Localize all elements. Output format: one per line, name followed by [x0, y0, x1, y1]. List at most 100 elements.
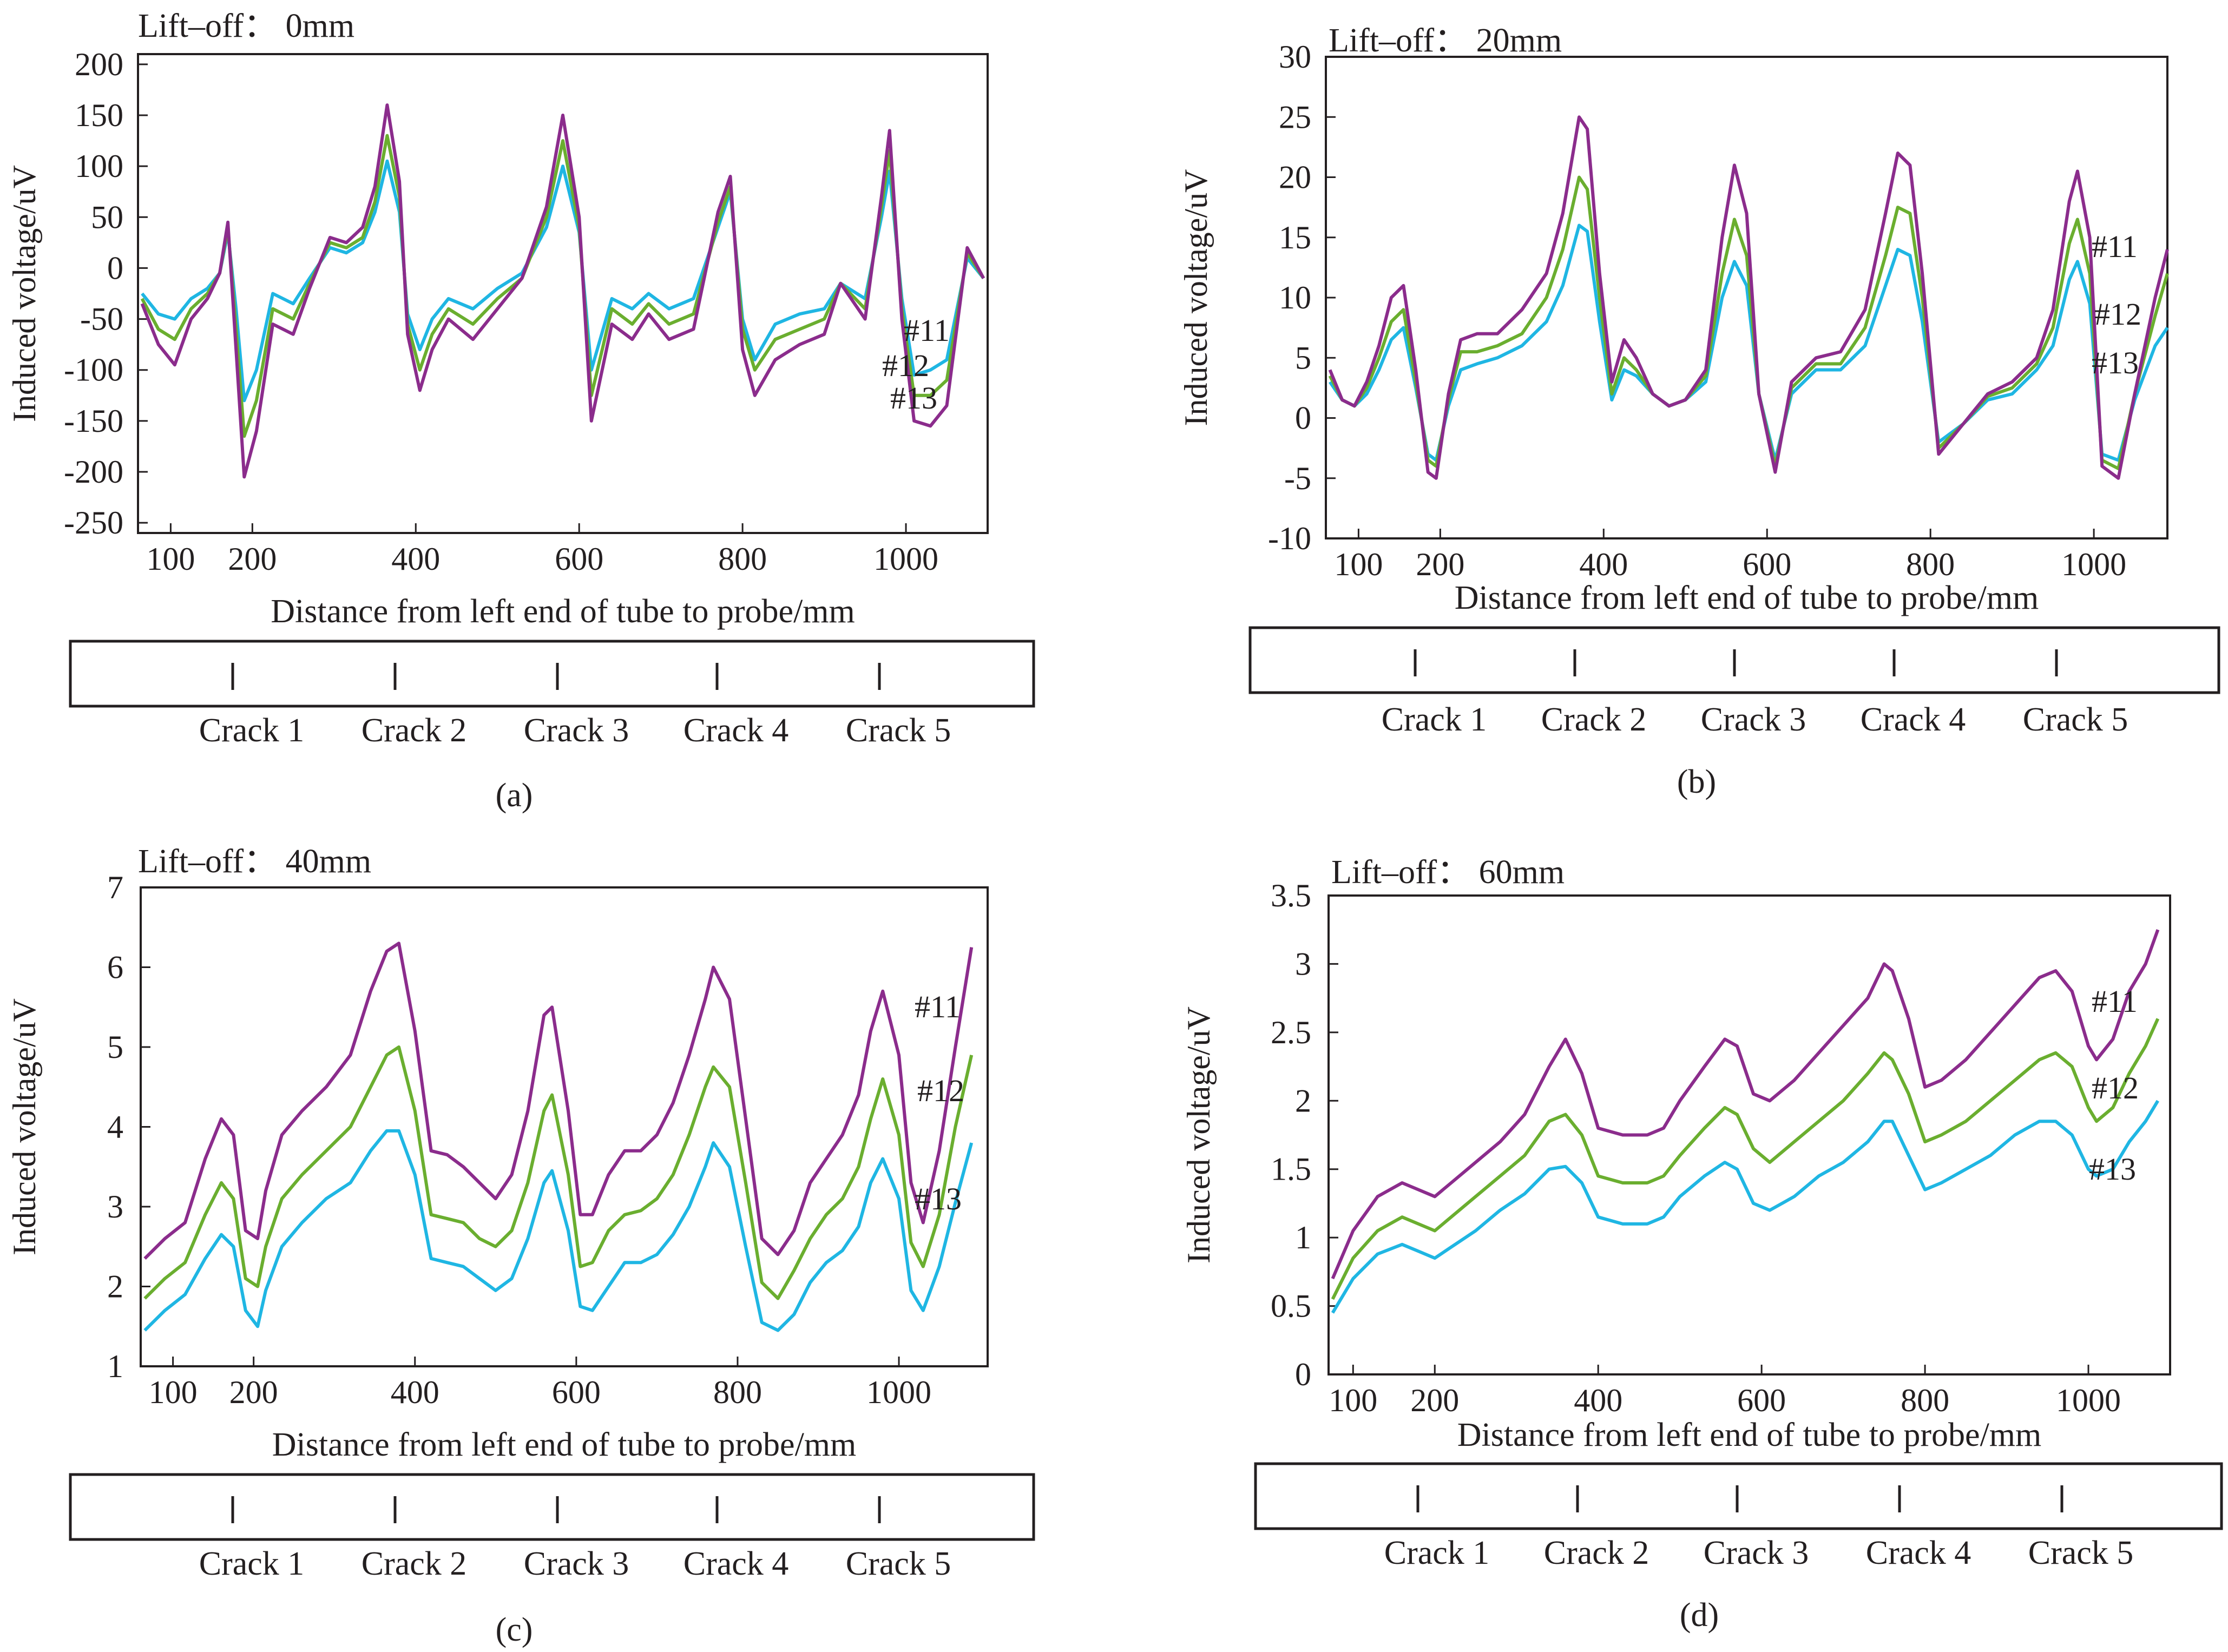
x-tick-label: 200 — [229, 1374, 278, 1410]
crack-label: Crack 1 — [1382, 701, 1487, 738]
x-axis-label: Distance from left end of tube to probe/… — [1455, 580, 2039, 616]
series-label: #12 — [2094, 297, 2141, 332]
crack-strip — [69, 1473, 1035, 1541]
plot-frame — [1327, 894, 2171, 1375]
panel-c-caption: (c) — [496, 1611, 533, 1648]
x-tick-label: 400 — [1574, 1383, 1622, 1418]
x-tick-label: 800 — [1906, 547, 1955, 582]
series-label: #12 — [2092, 1070, 2139, 1105]
series-label: #12 — [917, 1073, 964, 1108]
plot-frame — [137, 53, 989, 534]
crack-label: Crack 4 — [1861, 701, 1966, 738]
x-tick-label: 800 — [718, 541, 767, 577]
series-line-11 — [143, 942, 974, 1260]
y-tick-label: 50 — [91, 199, 123, 235]
x-tick-label: 1000 — [2056, 1383, 2121, 1418]
panel-b-caption: (b) — [1677, 764, 1716, 800]
y-tick-label: 2 — [107, 1269, 123, 1305]
y-tick-label: -5 — [1284, 460, 1311, 496]
x-tick-label: 800 — [1901, 1383, 1949, 1418]
panel-d-caption: (d) — [1680, 1597, 1719, 1634]
x-tick-label: 100 — [146, 541, 195, 577]
y-tick-label: 15 — [1279, 220, 1311, 255]
y-tick-label: -250 — [64, 505, 123, 541]
series-label: #13 — [915, 1181, 962, 1216]
y-tick-label: 150 — [75, 97, 123, 133]
series-line-12 — [1328, 175, 2169, 470]
crack-label: Crack 2 — [362, 1545, 467, 1582]
crack-label: Crack 5 — [846, 712, 951, 749]
y-tick-label: 4 — [107, 1109, 123, 1145]
series-label: #11 — [2092, 984, 2138, 1019]
crack-label: Crack 3 — [1701, 701, 1806, 738]
y-tick-label: 1.5 — [1271, 1151, 1311, 1187]
crack-label: Crack 4 — [683, 712, 789, 749]
x-tick-label: 600 — [1737, 1383, 1786, 1418]
crack-label: Crack 1 — [199, 712, 305, 749]
x-tick-label: 400 — [1579, 547, 1628, 582]
y-tick-label: 200 — [75, 47, 123, 82]
x-axis-label: Distance from left end of tube to probe/… — [272, 1426, 857, 1463]
crack-strip — [1254, 1462, 2223, 1530]
x-axis-label: Distance from left end of tube to probe/… — [1457, 1417, 2042, 1453]
y-tick-label: -200 — [64, 454, 123, 490]
series-line-12 — [1331, 1018, 2160, 1300]
series-label: #11 — [2092, 229, 2138, 264]
y-tick-label: 100 — [75, 148, 123, 184]
y-tick-label: 3.5 — [1271, 878, 1311, 913]
panel-d-title: Lift–off： 60mm — [1331, 854, 1565, 891]
y-tick-label: -100 — [64, 352, 123, 388]
y-axis-label: Induced voltage/uV — [1178, 169, 1214, 426]
y-tick-label: 2.5 — [1271, 1015, 1311, 1050]
y-tick-label: 1 — [107, 1348, 123, 1384]
y-axis-label: Induced voltage/uV — [6, 165, 42, 422]
x-tick-label: 200 — [1416, 547, 1464, 582]
crack-label: Crack 5 — [2028, 1535, 2134, 1571]
chart-3: 3.5 3 2.5 2 1.5 1 0.5 0 100 200 400 600 800 1000 Dista… — [1181, 878, 2223, 1571]
series-line-11 — [1331, 929, 2160, 1280]
x-tick-label: 100 — [1334, 547, 1383, 582]
series-label: #13 — [2092, 345, 2139, 380]
panel-b-title: Lift–off： 20mm — [1329, 22, 1562, 59]
y-tick-label: 30 — [1279, 39, 1311, 75]
y-tick-label: 0.5 — [1271, 1288, 1311, 1324]
x-tick-label: 200 — [228, 541, 277, 577]
series-line-13 — [141, 159, 985, 403]
x-tick-label: 200 — [1410, 1383, 1459, 1418]
chart-0: 200 150 100 50 0 -50 -100 -150 -200 -250 100 200 400… — [6, 47, 1035, 749]
crack-label: Crack 4 — [1866, 1535, 1971, 1571]
x-tick-label: 800 — [713, 1374, 762, 1410]
series-label: #12 — [882, 348, 929, 383]
chart-1: 30 25 20 15 10 5 0 -5 -10 100 200 400 600 800 1000 Dist… — [1178, 39, 2220, 738]
y-tick-label: 5 — [1295, 340, 1311, 376]
panel-a-title: Lift–off： 0mm — [138, 8, 354, 44]
y-tick-label: 0 — [1295, 400, 1311, 436]
plot-frame — [140, 886, 989, 1367]
y-tick-label: 10 — [1279, 280, 1311, 315]
x-tick-label: 400 — [391, 541, 440, 577]
panel-a-caption: (a) — [496, 777, 533, 814]
x-tick-label: 100 — [1329, 1383, 1377, 1418]
crack-label: Crack 3 — [1704, 1535, 1809, 1571]
y-tick-label: 5 — [107, 1029, 123, 1065]
crack-label: Crack 1 — [1384, 1535, 1490, 1571]
y-tick-label: 1 — [1295, 1220, 1311, 1255]
crack-label: Crack 2 — [1544, 1535, 1649, 1571]
crack-label: Crack 3 — [524, 712, 629, 749]
crack-label: Crack 1 — [199, 1545, 305, 1582]
x-tick-label: 600 — [1743, 547, 1791, 582]
y-axis-label: Induced voltage/uV — [6, 998, 42, 1255]
series-line-11 — [1328, 115, 2169, 480]
crack-label: Crack 2 — [362, 712, 467, 749]
y-tick-label: 20 — [1279, 160, 1311, 195]
series-label: #13 — [890, 380, 937, 416]
series-label: #11 — [915, 989, 961, 1024]
series-line-13 — [143, 1129, 974, 1332]
crack-strip — [1248, 626, 2220, 694]
x-tick-label: 1000 — [866, 1374, 931, 1410]
y-tick-label: -150 — [64, 403, 123, 439]
y-tick-label: -10 — [1268, 521, 1311, 556]
crack-label: Crack 4 — [683, 1545, 789, 1582]
crack-label: Crack 5 — [846, 1545, 951, 1582]
